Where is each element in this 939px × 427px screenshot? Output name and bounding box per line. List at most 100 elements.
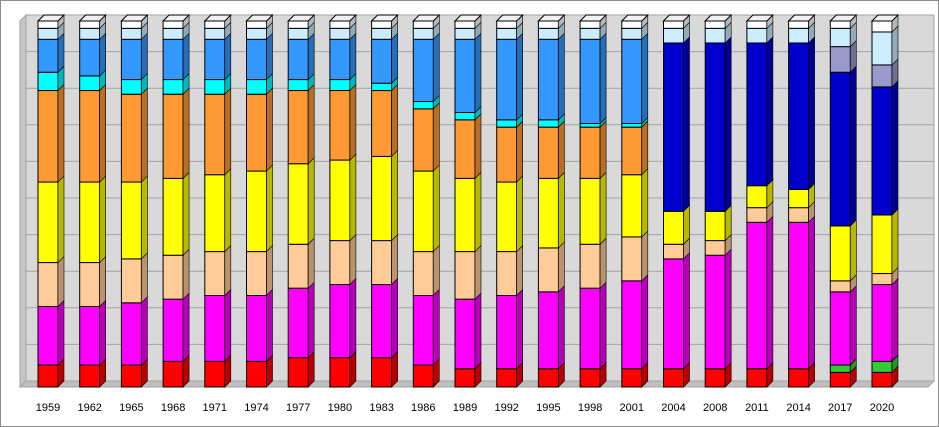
bar-segment-side [141,252,148,304]
bar-1962 [78,14,107,388]
bar-segment-segment-peach [829,280,851,293]
bar-segment-segment-blue [621,38,643,124]
bar-segment-segment-white [829,20,851,29]
bar-segment-segment-red [287,357,309,388]
bar-segment-segment-blue [496,38,518,121]
bar-segment-segment-white [454,20,476,29]
bar-segment-segment-blue [454,38,476,113]
x-axis-label: 1980 [328,402,352,414]
bar-segment-segment-magenta [287,287,309,359]
bar-segment-segment-pale-blue [37,27,59,40]
bar-segment-segment-blue [37,38,59,73]
bar-segment-side [599,32,607,125]
bar-segment-side [224,244,232,297]
x-axis-label: 1959 [36,402,60,414]
bar-segment-segment-peach [287,243,309,289]
bar-segment-segment-white [79,20,101,29]
bar-segment-segment-magenta [412,295,434,366]
bar-segment-segment-white [371,20,393,29]
bar-top-face [453,14,483,22]
bar-segment-side [558,120,565,180]
bar-segment-side [641,274,649,370]
bar-top-face [703,14,733,22]
bar-segment-segment-white [287,20,309,29]
bar-segment-segment-red [204,360,226,388]
bar-segment-segment-blue [246,38,267,81]
bar-top-face [829,14,858,22]
bar-segment-segment-white [329,20,351,29]
bar-top-face [36,14,66,22]
bar-segment-side [474,292,482,370]
x-axis-label: 1962 [77,402,101,414]
bar-segment-segment-lilac [871,64,893,88]
bar-segment-segment-white [496,20,518,29]
bar-segment-segment-cyan [246,79,267,95]
bar-segment-side [808,215,815,370]
bar-segment-side [224,167,232,253]
bar-segment-segment-yellow [329,159,351,242]
bar-2014 [787,14,816,388]
bar-segment-side [474,32,482,114]
bar-segment-side [474,113,482,180]
bar-segment-segment-orange [329,90,351,161]
bar-segment-segment-red [454,368,476,388]
x-axis-label: 1992 [494,402,518,414]
x-axis-label: 1986 [411,402,435,414]
bar-segment-side [224,288,232,363]
bar-segment-segment-blue [162,38,184,81]
bar-segment-segment-yellow [746,185,768,209]
bar-segment-segment-magenta [871,284,893,362]
bar-segment-segment-pale-blue [412,27,434,40]
bar-segment-segment-blue [120,38,142,81]
bar-segment-side [891,208,899,275]
bar-top-face [537,14,566,22]
bar-segment-side [266,87,273,172]
bar-segment-side [724,36,732,213]
bar-segment-side [599,281,607,370]
bar-segment-side [391,83,398,158]
bar-segment-segment-orange [537,126,559,179]
x-axis-label: 1965 [119,402,143,414]
bar-segment-side [266,164,273,253]
bar-segment-segment-navy [746,42,768,187]
bar-segment-segment-peach [704,240,726,256]
bar-1983 [370,14,399,388]
bar-segment-segment-yellow [537,177,559,249]
bar-segment-segment-green [871,360,893,373]
bar-top-face [495,14,524,22]
bar-segment-side [432,32,440,103]
bar-segment-side [474,244,482,300]
bar-segment-side [849,219,857,282]
bar-segment-segment-cyan [454,112,476,121]
bar-segment-segment-red [120,364,142,388]
bar-segment-segment-magenta [663,258,684,370]
bar-segment-segment-red [621,368,643,388]
bar-segment-segment-blue [204,38,226,81]
bar-segment-segment-white [537,20,559,29]
bar-segment-segment-orange [496,126,518,183]
bar-segment-side [349,153,357,242]
bar-segment-segment-magenta [246,295,267,362]
bar-segment-segment-red [704,368,726,388]
bar-segment-side [99,255,106,308]
bar-segment-segment-peach [454,251,476,300]
bar-segment-segment-red [663,368,684,388]
bar-top-face [328,14,358,22]
bar-segment-segment-white [246,20,267,29]
bar-segment-side [849,285,857,366]
bar-segment-side [516,32,524,121]
bar-segment-segment-orange [454,119,476,179]
bar-1992 [495,14,524,388]
bar-segment-segment-pale-blue [120,27,142,40]
bar-segment-segment-white [412,20,434,29]
bar-segment-segment-pale-blue [871,31,893,66]
bar-segment-side [307,281,315,359]
bar-segment-segment-magenta [454,298,476,370]
bar-segment-segment-yellow [454,177,476,253]
bar-segment-side [349,83,357,161]
x-axis-label: 1977 [286,402,310,414]
bar-segment-segment-orange [162,93,184,179]
bar-segment-side [766,36,774,187]
bar-segment-segment-yellow [871,214,893,275]
bar-segment-side [891,25,899,66]
